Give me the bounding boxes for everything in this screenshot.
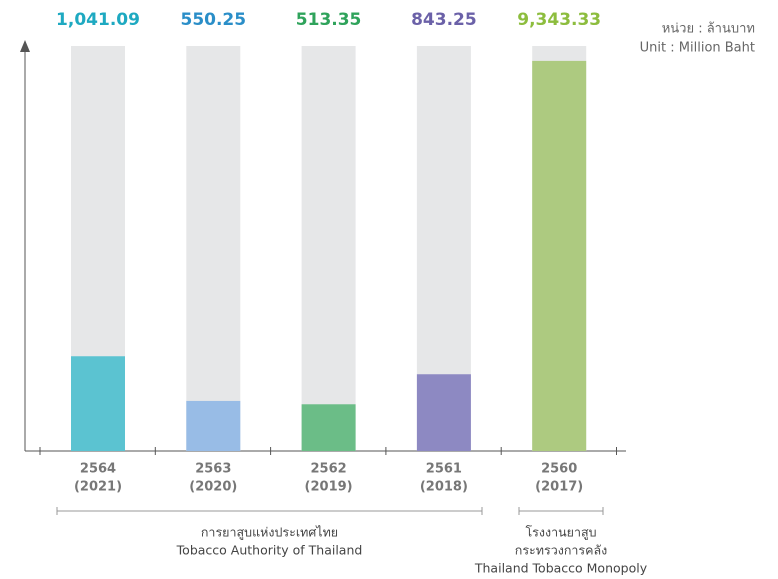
bar-background: [186, 46, 241, 451]
unit-label: Unit : Million Baht: [640, 41, 755, 56]
x-tick-label: (2019): [305, 480, 353, 495]
value-label: 513.35: [296, 10, 362, 30]
bar-background: [301, 46, 356, 451]
bar: [301, 404, 356, 451]
value-label: 1,041.09: [56, 10, 140, 30]
y-axis-arrow: [20, 40, 30, 52]
bar: [416, 374, 471, 451]
x-tick-label: 2561: [426, 462, 462, 477]
value-label: 9,343.33: [517, 10, 601, 30]
x-tick-label: 2560: [541, 462, 577, 477]
x-tick-label: (2020): [189, 480, 237, 495]
group-label: การยาสูบแห่งประเทศไทย: [201, 525, 338, 541]
x-tick-label: 2562: [311, 462, 347, 477]
group-label: Tobacco Authority of Thailand: [176, 543, 363, 558]
bar: [532, 60, 587, 451]
group-label: กระทรวงการคลัง: [515, 543, 608, 558]
x-tick-label: 2563: [195, 462, 231, 477]
value-label: 550.25: [180, 10, 246, 30]
x-tick-label: (2018): [420, 480, 468, 495]
bar: [71, 356, 125, 451]
value-label: 843.25: [411, 10, 477, 30]
unit-label: หน่วย : ล้านบาท: [662, 22, 755, 37]
x-tick-label: 2564: [80, 462, 116, 477]
bar: [186, 400, 241, 451]
x-tick-label: (2017): [535, 480, 583, 495]
group-label: Thailand Tobacco Monopoly: [474, 561, 648, 576]
x-tick-label: (2021): [74, 480, 122, 495]
group-label: โรงงานยาสูบ: [525, 525, 596, 541]
